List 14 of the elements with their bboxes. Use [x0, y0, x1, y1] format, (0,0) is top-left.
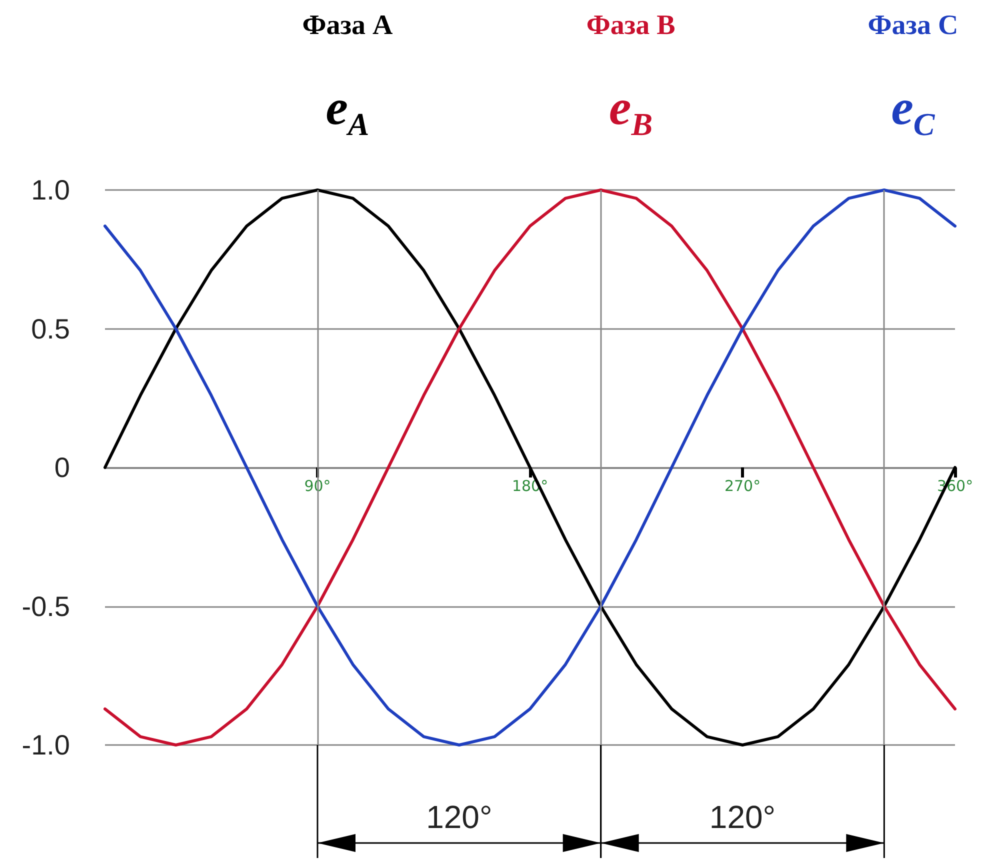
text: Фаза А	[302, 10, 393, 42]
text: e$_{A}$	[326, 78, 370, 143]
text: 120°	[709, 799, 776, 835]
y-tick-label: 0	[54, 452, 70, 483]
y-tick-label: 0.5	[31, 313, 70, 344]
text: e$_{B}$	[609, 78, 653, 143]
y-tick-label: -1.0	[22, 730, 70, 760]
text: e$_{C}$	[891, 78, 935, 143]
text: Фаза С	[868, 10, 958, 42]
y-tick-label: -0.5	[22, 590, 70, 622]
y-tick-label: 1.0	[31, 174, 70, 206]
text: Фаза В	[586, 10, 676, 42]
text: 120°	[426, 799, 492, 835]
x-tick-label: 270°	[724, 477, 761, 495]
